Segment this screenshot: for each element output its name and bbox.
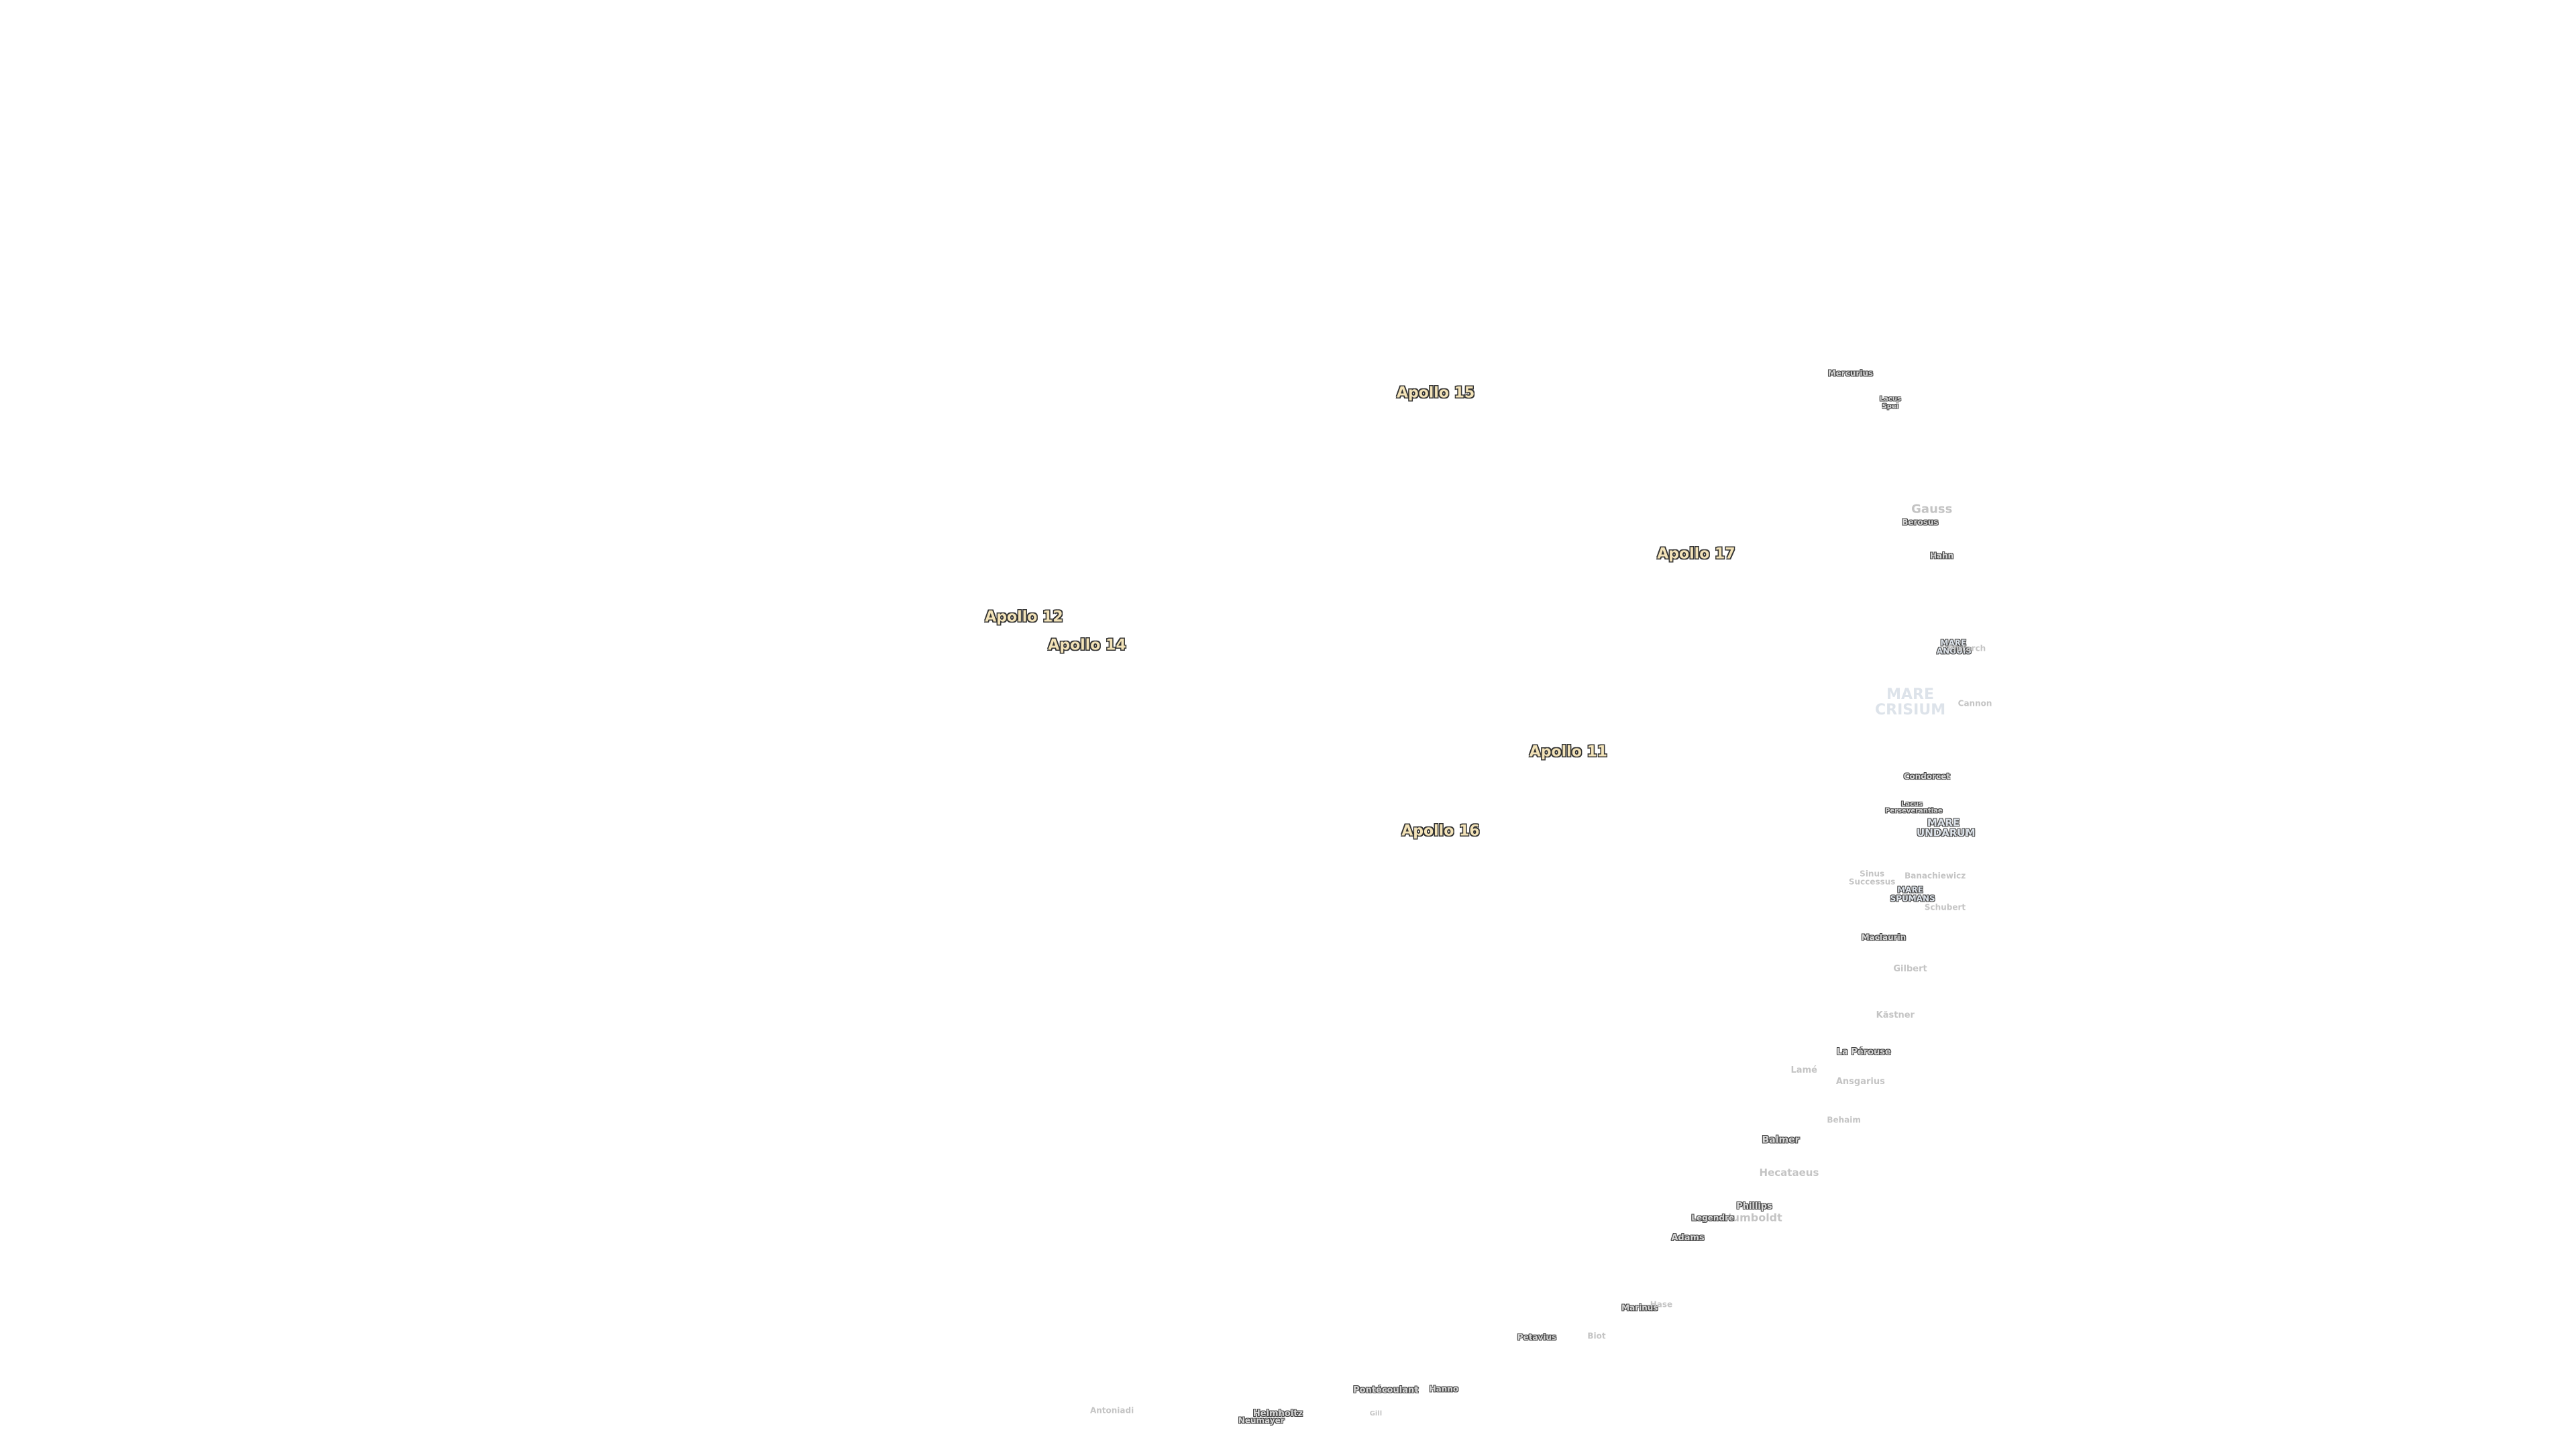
feature-label: Biot — [1587, 1331, 1606, 1341]
feature-label: Banachiewicz — [1904, 871, 1966, 881]
feature-label: Pontécoulant — [1353, 1385, 1419, 1396]
feature-label: Antoniadi — [1089, 1405, 1134, 1415]
feature-label: Behaim — [1827, 1115, 1861, 1125]
feature-label: MARE ANGUIS — [1936, 638, 1972, 656]
feature-label: Plutarch — [1947, 644, 1986, 654]
feature-label: MARE UNDARUM — [1917, 816, 1976, 839]
feature-label: La Pérouse — [1836, 1046, 1891, 1057]
apollo-site-label: Apollo 17 — [1657, 545, 1735, 563]
apollo-site-label: Apollo 16 — [1401, 822, 1480, 840]
feature-label: Legendre — [1691, 1213, 1735, 1223]
apollo-site-label: Apollo 11 — [1529, 743, 1608, 761]
feature-label: Humboldt — [1723, 1211, 1782, 1224]
feature-label: Hahn — [1929, 551, 1954, 561]
apollo-site-label: Apollo 12 — [985, 608, 1063, 626]
feature-label: Hase — [1650, 1299, 1673, 1309]
feature-label: Balmer — [1762, 1134, 1800, 1146]
feature-label: MARE CRISIUM — [1875, 686, 1946, 718]
feature-label: Lamé — [1790, 1065, 1817, 1075]
feature-label: Hanno — [1429, 1384, 1459, 1394]
feature-label: Kästner — [1876, 1010, 1915, 1021]
apollo-site-label: Apollo 15 — [1396, 384, 1475, 402]
feature-label: Cannon — [1957, 698, 1992, 708]
feature-label: Petavius — [1517, 1332, 1557, 1342]
feature-label: Schubert — [1924, 902, 1966, 912]
feature-label: Helmholtz — [1252, 1409, 1303, 1419]
feature-label: MARE SPUMANS — [1890, 885, 1935, 904]
feature-label: Maclaurin — [1861, 932, 1907, 943]
feature-label: Neumayer — [1238, 1415, 1285, 1426]
feature-label: Condorcet — [1903, 771, 1950, 782]
feature-label: Ansgarius — [1835, 1077, 1885, 1087]
feature-label: Phillips — [1736, 1201, 1772, 1212]
feature-label: Gauss — [1911, 502, 1953, 517]
feature-label: Lacus Spei — [1879, 395, 1901, 411]
feature-label: Mercurius — [1827, 368, 1874, 378]
feature-label: Gilbert — [1893, 963, 1927, 974]
feature-label: Adams — [1671, 1232, 1705, 1243]
apollo-site-label: Apollo 14 — [1048, 637, 1126, 654]
feature-label: Berosus — [1902, 518, 1939, 527]
feature-label: Sinus Successus — [1848, 869, 1896, 887]
feature-label: Gill — [1369, 1409, 1383, 1417]
feature-label: Marinus — [1621, 1303, 1658, 1313]
feature-label: Lacus Perseverantiae — [1885, 800, 1943, 815]
feature-label: Hecataeus — [1759, 1167, 1819, 1179]
